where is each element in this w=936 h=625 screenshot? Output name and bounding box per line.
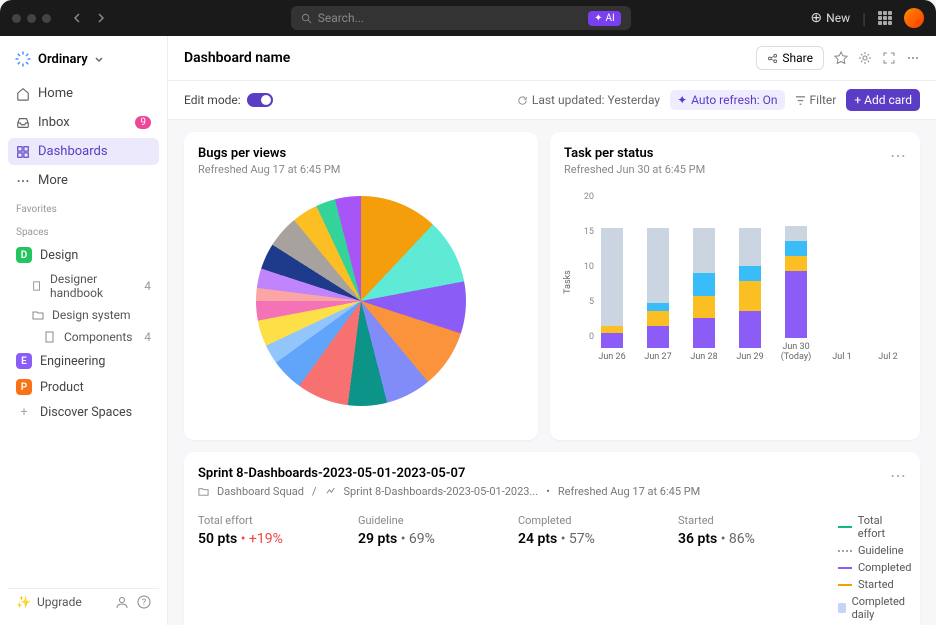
star-button[interactable] — [834, 51, 848, 65]
sprint-breadcrumb: Dashboard Squad/ Sprint 8-Dashboards-202… — [198, 485, 906, 498]
ai-badge[interactable]: ✦ AI — [588, 11, 621, 26]
chevron-down-icon — [94, 54, 104, 64]
nav-more[interactable]: More — [8, 167, 159, 194]
back-button[interactable] — [67, 8, 87, 28]
page-header: Dashboard name Share — [168, 36, 936, 81]
forward-button[interactable] — [91, 8, 111, 28]
refresh-icon — [517, 95, 528, 106]
discover-spaces[interactable]: +Discover Spaces — [8, 400, 159, 425]
folder-icon — [198, 486, 209, 497]
avatar[interactable] — [904, 8, 924, 28]
last-updated[interactable]: Last updated: Yesterday — [517, 93, 660, 107]
card-title: Bugs per views — [198, 146, 524, 161]
task-per-status-card: ⋯ Task per status Refreshed Jun 30 at 6:… — [550, 132, 920, 440]
sidebar: Ordinary Home Inbox9 Dashboards More Fav… — [0, 36, 168, 625]
metrics-row: Total effort50 pts • +19%Guideline29 pts… — [198, 514, 906, 625]
nav-home[interactable]: Home — [8, 80, 159, 107]
folder-icon — [32, 309, 44, 321]
dashboard-icon — [16, 145, 30, 159]
spaces-label: Spaces — [8, 219, 159, 242]
expand-button[interactable] — [882, 51, 896, 65]
doc-icon — [44, 331, 56, 343]
inbox-icon — [16, 116, 30, 130]
space-product[interactable]: PProduct — [8, 374, 159, 400]
space-chip: P — [16, 379, 32, 395]
workspace-switcher[interactable]: Ordinary — [8, 46, 159, 72]
plus-icon: + — [16, 405, 32, 420]
sub-components[interactable]: Components4 — [8, 326, 159, 348]
apps-icon[interactable] — [878, 11, 892, 25]
filter-button[interactable]: Filter — [795, 93, 837, 107]
edit-mode-toggle[interactable]: Edit mode: — [184, 93, 273, 107]
search-placeholder: Search... — [318, 11, 364, 25]
sub-handbook[interactable]: Designer handbook4 — [8, 268, 159, 304]
space-engineering[interactable]: EEngineering — [8, 348, 159, 374]
topbar: Search... ✦ AI ⊕New | — [0, 0, 936, 36]
add-card-button[interactable]: + Add card — [846, 89, 920, 111]
upgrade-button[interactable]: ✨Upgrade — [16, 595, 82, 609]
sub-design-system[interactable]: Design system — [8, 304, 159, 326]
share-button[interactable]: Share — [756, 46, 824, 70]
inbox-badge: 9 — [135, 116, 151, 129]
favorites-label: Favorites — [8, 196, 159, 219]
sprint-icon — [325, 486, 336, 497]
nav-dashboards[interactable]: Dashboards — [8, 138, 159, 165]
settings-button[interactable] — [858, 51, 872, 65]
page-title: Dashboard name — [184, 50, 290, 66]
sprint-card: ⋯ Sprint 8-Dashboards-2023-05-01-2023-05… — [184, 452, 920, 625]
help-icon[interactable]: ? — [137, 595, 151, 609]
space-chip: D — [16, 247, 32, 263]
more-icon — [16, 174, 30, 188]
y-axis: 20151050 — [568, 192, 594, 342]
user-icon[interactable] — [115, 595, 129, 609]
search-input[interactable]: Search... ✦ AI — [291, 6, 631, 30]
space-design[interactable]: DDesign — [8, 242, 159, 268]
card-menu-button[interactable]: ⋯ — [890, 466, 906, 485]
doc-icon — [32, 280, 42, 292]
sparkle-icon: ✦ — [677, 93, 687, 107]
toolbar: Edit mode: Last updated: Yesterday ✦Auto… — [168, 81, 936, 120]
bugs-per-views-card: Bugs per views Refreshed Aug 17 at 6:45 … — [184, 132, 538, 440]
card-menu-button[interactable]: ⋯ — [890, 146, 906, 165]
window-controls[interactable] — [12, 14, 51, 23]
card-title: Sprint 8-Dashboards-2023-05-01-2023-05-0… — [198, 466, 906, 481]
filter-icon — [795, 95, 806, 106]
content: Dashboard name Share Edit mode: Last upd… — [168, 36, 936, 625]
share-icon — [767, 53, 778, 64]
brand-logo-icon — [14, 50, 32, 68]
card-subtitle: Refreshed Aug 17 at 6:45 PM — [198, 163, 524, 176]
pie-chart — [256, 196, 466, 406]
brand-name: Ordinary — [38, 52, 88, 67]
toggle-switch[interactable] — [247, 93, 273, 107]
search-icon — [301, 13, 312, 24]
card-title: Task per status — [564, 146, 906, 161]
more-button[interactable] — [906, 51, 920, 65]
nav-inbox[interactable]: Inbox9 — [8, 109, 159, 136]
auto-refresh-button[interactable]: ✦Auto refresh: On — [670, 90, 784, 110]
bar-chart: Tasks 20151050 Jun 26Jun 27Jun 28Jun 29J… — [568, 192, 902, 362]
chart-legend: Total effortGuidelineCompletedStartedCom… — [838, 514, 911, 625]
sparkle-icon: ✨ — [16, 595, 31, 609]
svg-text:?: ? — [142, 598, 146, 608]
new-button[interactable]: ⊕New — [810, 10, 850, 26]
space-chip: E — [16, 353, 32, 369]
home-icon — [16, 87, 30, 101]
card-subtitle: Refreshed Jun 30 at 6:45 PM — [564, 163, 906, 176]
